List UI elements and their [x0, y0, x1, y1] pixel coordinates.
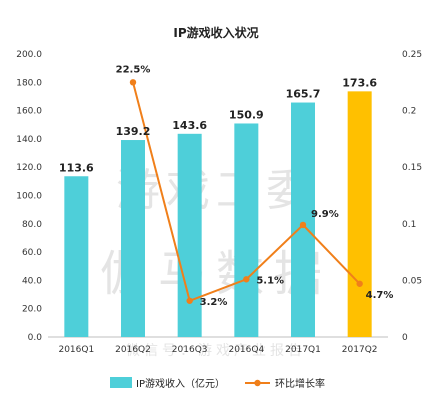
bar — [64, 176, 89, 337]
bar-value-label: 165.7 — [286, 88, 321, 101]
y-left-tick-label: 0.0 — [28, 333, 43, 343]
bar — [347, 91, 372, 337]
rate-line-group — [129, 79, 363, 304]
y-right-tick-label: 0.05 — [402, 276, 422, 286]
legend: IP游戏收入（亿元） 环比增长率 — [110, 377, 325, 390]
bar — [177, 133, 202, 337]
y-left-tick-label: 20.0 — [22, 305, 42, 315]
bars-group — [64, 91, 372, 337]
bar — [121, 140, 145, 337]
x-tick-label: 2016Q3 — [172, 345, 208, 355]
y-left-tick-label: 180.0 — [16, 78, 42, 88]
y-right-tick-label: 0.1 — [402, 220, 416, 230]
bar-value-label: 143.6 — [172, 119, 207, 132]
axes-group: 0.0 20.0 40.0 60.0 80.0 100.0 120.0 140.0 160.0 1… — [16, 50, 422, 355]
rate-point — [186, 297, 193, 304]
y-right-tick-label: 0.15 — [402, 163, 422, 173]
rate-value-label: 5.1% — [256, 275, 284, 286]
data-labels-group: 113.6 139.2 143.6 150.9 165.7 173.6 22.5% 3.2% 5… — [59, 64, 393, 307]
legend-swatch-marker — [254, 379, 261, 387]
y-right-tick-label: 0 — [402, 333, 408, 343]
x-tick-label: 2017Q2 — [342, 345, 378, 355]
x-tick-label: 2017Q1 — [285, 345, 321, 355]
chart-title: IP游戏收入状况 — [173, 25, 258, 40]
x-tick-label: 2016Q1 — [58, 345, 94, 355]
y-right-tick-label: 0.25 — [402, 50, 422, 60]
x-tick-label: 2016Q4 — [228, 345, 264, 355]
rate-point — [356, 280, 363, 287]
rate-value-label: 3.2% — [200, 297, 228, 308]
bar — [291, 102, 315, 337]
bar-value-label: 139.2 — [116, 125, 151, 138]
rate-point — [299, 221, 307, 229]
y-left-tick-label: 60.0 — [22, 248, 42, 258]
rate-point — [129, 79, 137, 86]
y-left-tick-label: 120.0 — [16, 163, 42, 173]
y-left-tick-label: 100.0 — [16, 192, 42, 202]
x-tick-label: 2016Q2 — [115, 345, 151, 355]
rate-value-label: 9.9% — [311, 209, 339, 220]
y-right-tick-label: 0.2 — [402, 107, 416, 117]
y-left-tick-label: 80.0 — [22, 220, 42, 230]
y-left-tick-label: 140.0 — [16, 135, 42, 145]
y-left-tick-label: 200.0 — [16, 50, 42, 60]
y-left-tick-label: 40.0 — [22, 276, 42, 286]
legend-swatch-bar — [110, 377, 132, 388]
bar-value-label: 173.6 — [342, 76, 377, 89]
watermark-line-1: 游戏工委 — [116, 165, 316, 216]
watermark-line-3: 微信号：游戏产业报告 — [126, 343, 306, 359]
rate-value-label: 4.7% — [366, 290, 394, 301]
bar-value-label: 113.6 — [59, 161, 94, 174]
rate-value-label: 22.5% — [116, 64, 151, 75]
legend-label-line: 环比增长率 — [275, 377, 325, 390]
bar — [234, 123, 259, 337]
rate-point — [243, 276, 250, 283]
bar-value-label: 150.9 — [229, 108, 264, 121]
legend-label-bar: IP游戏收入（亿元） — [136, 377, 225, 390]
y-left-tick-label: 160.0 — [16, 107, 42, 117]
